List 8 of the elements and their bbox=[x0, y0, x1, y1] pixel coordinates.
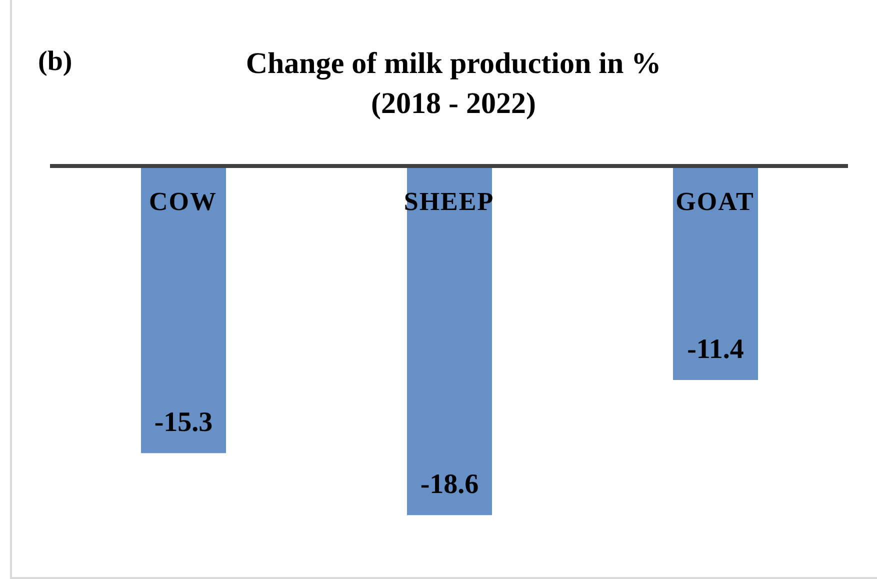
data-label: -15.3 bbox=[154, 407, 213, 438]
text: (b) bbox=[38, 46, 72, 78]
x-tick-label: COW bbox=[149, 187, 217, 216]
chart-title: Change of milk production in % bbox=[246, 47, 662, 80]
data-label: -11.4 bbox=[687, 334, 744, 365]
chart-subtitle: (2018 - 2022) bbox=[370, 86, 537, 122]
data-label: -18.6 bbox=[420, 469, 479, 500]
x-tick-label: GOAT bbox=[676, 187, 754, 216]
